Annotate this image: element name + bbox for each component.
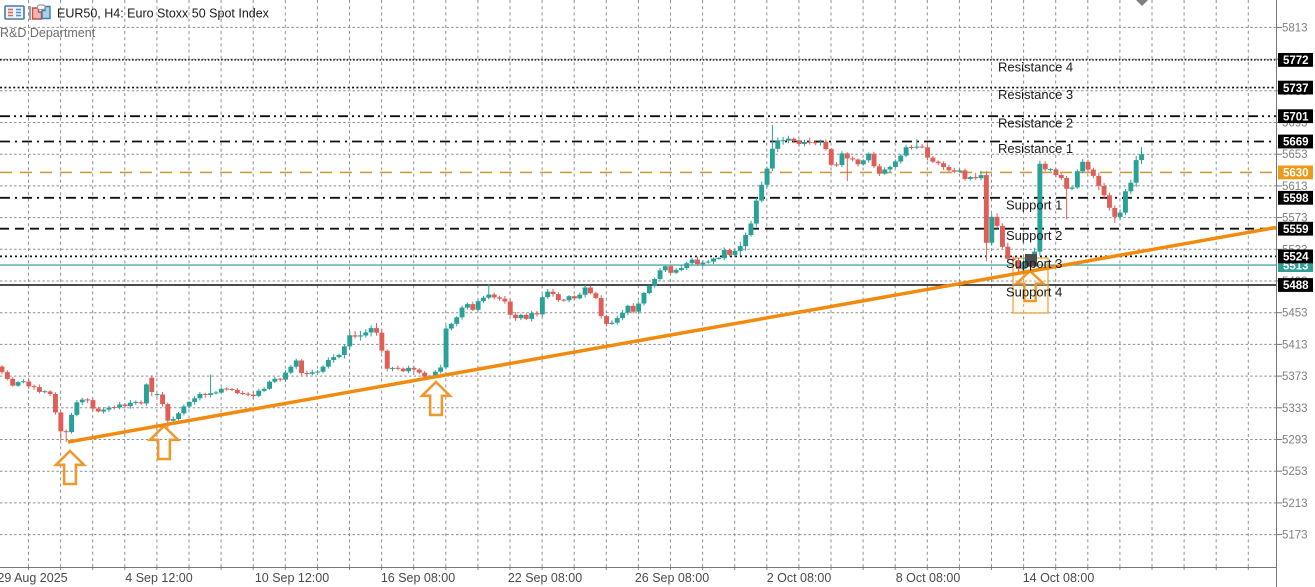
svg-text:5701: 5701 bbox=[1283, 111, 1309, 123]
svg-text:5213: 5213 bbox=[1282, 498, 1308, 510]
svg-text:29 Aug 2025: 29 Aug 2025 bbox=[0, 571, 68, 585]
svg-text:5813: 5813 bbox=[1282, 22, 1308, 34]
svg-text:5524: 5524 bbox=[1283, 252, 1309, 264]
svg-text:Support 2: Support 2 bbox=[1006, 228, 1062, 243]
svg-text:10 Sep 12:00: 10 Sep 12:00 bbox=[255, 571, 329, 585]
svg-text:Resistance 3: Resistance 3 bbox=[998, 87, 1073, 102]
svg-text:Resistance 2: Resistance 2 bbox=[998, 116, 1073, 131]
svg-text:5737: 5737 bbox=[1283, 83, 1309, 95]
svg-text:5669: 5669 bbox=[1283, 137, 1309, 149]
svg-text:5613: 5613 bbox=[1282, 181, 1308, 193]
svg-text:5559: 5559 bbox=[1283, 224, 1309, 236]
svg-text:5173: 5173 bbox=[1282, 530, 1308, 542]
svg-text:16 Sep 08:00: 16 Sep 08:00 bbox=[381, 571, 455, 585]
svg-text:5453: 5453 bbox=[1282, 308, 1308, 320]
svg-text:14 Oct 08:00: 14 Oct 08:00 bbox=[1023, 571, 1095, 585]
svg-text:4 Sep 12:00: 4 Sep 12:00 bbox=[125, 571, 192, 585]
svg-text:5373: 5373 bbox=[1282, 371, 1308, 383]
svg-text:Support 3: Support 3 bbox=[1006, 256, 1062, 271]
svg-text:5413: 5413 bbox=[1282, 339, 1308, 351]
svg-text:5253: 5253 bbox=[1282, 466, 1308, 478]
svg-text:2 Oct 08:00: 2 Oct 08:00 bbox=[767, 571, 832, 585]
svg-text:26 Sep 08:00: 26 Sep 08:00 bbox=[635, 571, 709, 585]
svg-text:5293: 5293 bbox=[1282, 435, 1308, 447]
svg-text:Support 1: Support 1 bbox=[1006, 197, 1062, 212]
svg-text:5573: 5573 bbox=[1282, 213, 1308, 225]
svg-text:5772: 5772 bbox=[1283, 55, 1309, 67]
svg-text:8 Oct 08:00: 8 Oct 08:00 bbox=[896, 571, 961, 585]
svg-text:Resistance 1: Resistance 1 bbox=[998, 141, 1073, 156]
svg-text:Support 4: Support 4 bbox=[1006, 285, 1062, 300]
svg-text:5653: 5653 bbox=[1282, 149, 1308, 161]
svg-text:22 Sep 08:00: 22 Sep 08:00 bbox=[508, 571, 582, 585]
svg-text:5598: 5598 bbox=[1283, 193, 1309, 205]
svg-text:5630: 5630 bbox=[1283, 168, 1309, 180]
svg-text:Resistance 4: Resistance 4 bbox=[998, 59, 1073, 74]
svg-text:R&D Department: R&D Department bbox=[0, 26, 96, 40]
svg-text:EUR50, H4: Euro Stoxx 50 Spot: EUR50, H4: Euro Stoxx 50 Spot Index bbox=[57, 7, 270, 21]
svg-text:5488: 5488 bbox=[1283, 280, 1309, 292]
svg-text:5333: 5333 bbox=[1282, 403, 1308, 415]
